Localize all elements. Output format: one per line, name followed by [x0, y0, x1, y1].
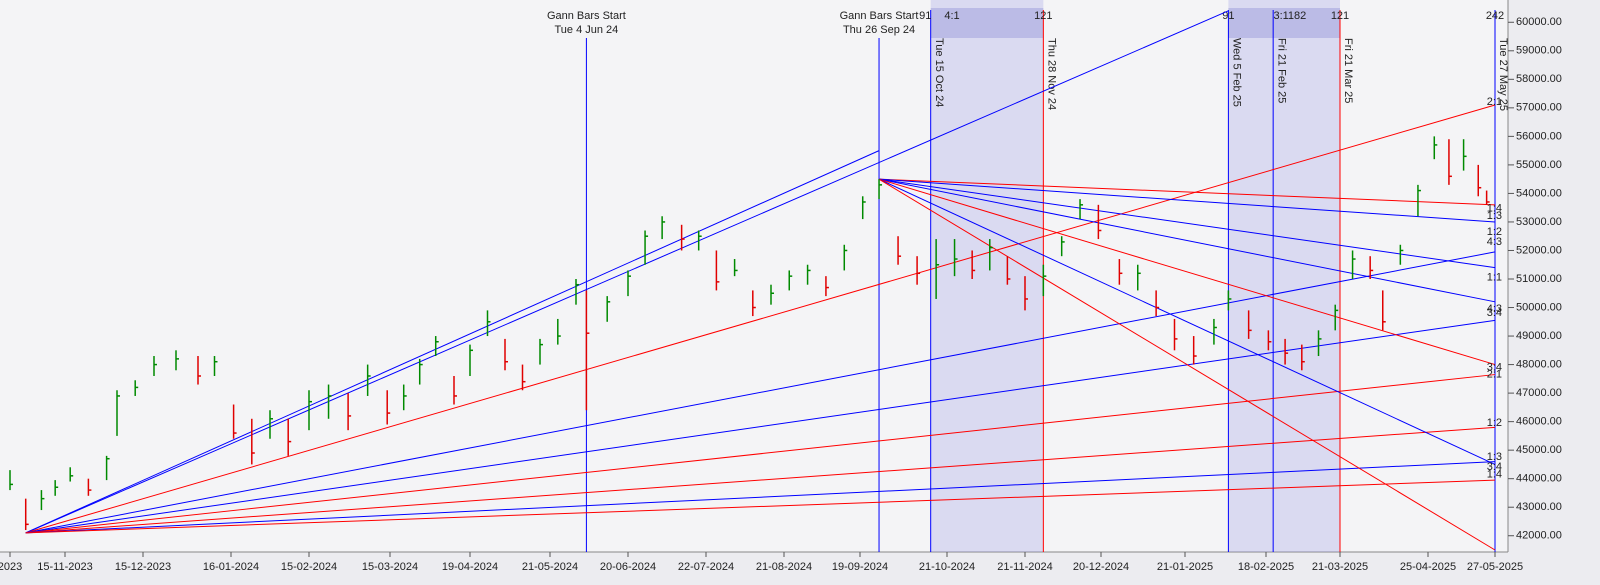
cycle-label: Tue 15 Oct 24: [933, 38, 945, 107]
y-tick-label: 60000.00: [1516, 16, 1562, 28]
y-tick-label: 48000.00: [1516, 358, 1562, 370]
gann-fan-line: [878, 178, 1496, 366]
counter-label: 91: [919, 10, 931, 22]
x-tick-label: 19-04-2024: [442, 561, 498, 573]
ratio-label: 1:3: [1487, 451, 1502, 463]
gann-start-date: Tue 4 Jun 24: [554, 24, 618, 36]
ratio-label: 1:4: [1487, 202, 1502, 214]
y-tick-label: 53000.00: [1516, 216, 1562, 228]
cycle-label: Tue 27 May 25: [1497, 38, 1509, 111]
y-tick-label: 58000.00: [1516, 73, 1562, 85]
gann-fan-line: [25, 251, 1496, 534]
ratio-label: 1:2: [1487, 417, 1502, 429]
x-tick-label: 25-04-2025: [1400, 561, 1456, 573]
x-tick-label: 15-11-2023: [37, 561, 92, 573]
gann-fan-line: [878, 178, 1496, 551]
counter-label: 4:1: [944, 10, 959, 22]
gann-start-title: Gann Bars Start: [840, 10, 919, 22]
gann-fan-line: [25, 426, 1496, 534]
ratio-label: 3:4: [1487, 361, 1502, 373]
gann-fan-line: [25, 479, 1496, 534]
counter-label: 91: [1222, 10, 1234, 22]
ratio-label: 1:3: [1487, 210, 1502, 222]
x-tick-label: 16-01-2024: [203, 561, 259, 573]
gann-fan-line: [25, 10, 1229, 534]
ratio-label: 1:2: [1487, 226, 1502, 238]
y-axis-panel: [1508, 0, 1600, 585]
cycle-label: Fri 21 Mar 25: [1342, 38, 1354, 103]
y-tick-label: 43000.00: [1516, 501, 1562, 513]
cycle-zone-header: [1228, 8, 1340, 38]
counter-label: 242: [1486, 10, 1504, 22]
cycle-label: Fri 21 Feb 25: [1275, 38, 1287, 103]
gann-start-title: Gann Bars Start: [547, 10, 626, 22]
y-tick-label: 51000.00: [1516, 273, 1562, 285]
ratio-label: 3:4: [1487, 461, 1502, 473]
ratio-label: 1:4: [1487, 468, 1502, 480]
gann-fan-line: [879, 178, 1496, 206]
x-tick-label: 20-12-2024: [1073, 561, 1129, 573]
gann-fan-line: [878, 178, 1496, 303]
ratio-label: 4:3: [1487, 236, 1502, 248]
x-tick-label: 21-05-2024: [522, 561, 578, 573]
cycle-zone: [930, 0, 1044, 552]
x-tick-label: 15-12-2023: [115, 561, 171, 573]
gann-fan-line: [25, 461, 1496, 534]
counter-label: 3:1182: [1273, 10, 1306, 22]
x-axis-panel: [0, 552, 1508, 585]
x-tick-label: 18-02-2025: [1238, 561, 1294, 573]
gann-fan-line: [25, 319, 1496, 534]
gann-start-date: Thu 26 Sep 24: [843, 24, 915, 36]
y-tick-label: 45000.00: [1516, 444, 1562, 456]
y-tick-label: 55000.00: [1516, 159, 1562, 171]
y-tick-label: 54000.00: [1516, 187, 1562, 199]
x-tick-label: 15-03-2024: [362, 561, 418, 573]
x-tick-label: 20-06-2024: [600, 561, 656, 573]
y-tick-label: 46000.00: [1516, 416, 1562, 428]
gann-fan-line: [878, 178, 1496, 223]
y-tick-label: 44000.00: [1516, 473, 1562, 485]
x-tick-label: 22-07-2024: [678, 561, 734, 573]
y-tick-label: 59000.00: [1516, 45, 1562, 57]
y-tick-label: 49000.00: [1516, 330, 1562, 342]
y-tick-label: 47000.00: [1516, 387, 1562, 399]
y-tick-label: 57000.00: [1516, 102, 1562, 114]
gann-fan-line: [25, 150, 880, 534]
x-tick-label: 27-05-2025: [1467, 561, 1523, 573]
y-tick-label: 42000.00: [1516, 530, 1562, 542]
cycle-label: Thu 28 Nov 24: [1045, 38, 1057, 110]
x-tick-label: 15-02-2024: [281, 561, 337, 573]
x-tick-label: 21-11-2024: [997, 561, 1052, 573]
y-tick-label: 52000.00: [1516, 244, 1562, 256]
gann-fan-line: [878, 178, 1496, 465]
x-tick-label: 21-03-2025: [1312, 561, 1368, 573]
x-tick-label: 19-09-2024: [832, 561, 888, 573]
ratio-label: 4:3: [1487, 303, 1502, 315]
gann-fan-line: [25, 104, 1496, 534]
gann-fan-line: [25, 374, 1496, 534]
ratio-label: 1:1: [1487, 271, 1502, 283]
cycle-zone: [1228, 0, 1340, 552]
ratio-label: 2:1: [1487, 368, 1502, 380]
counter-label: 121: [1034, 10, 1052, 22]
cycle-label: Wed 5 Feb 25: [1230, 38, 1242, 107]
x-tick-label: 21-08-2024: [756, 561, 812, 573]
y-tick-label: 56000.00: [1516, 130, 1562, 142]
x-tick-label: 2023: [0, 561, 22, 573]
cycle-zone-header: [930, 8, 1044, 38]
x-tick-label: 21-10-2024: [919, 561, 975, 573]
y-tick-label: 50000.00: [1516, 301, 1562, 313]
ratio-label: 2:1: [1487, 96, 1502, 108]
counter-label: 121: [1331, 10, 1349, 22]
ratio-label: 3:4: [1487, 307, 1502, 319]
x-tick-label: 21-01-2025: [1157, 561, 1213, 573]
gann-fan-line: [878, 178, 1496, 269]
